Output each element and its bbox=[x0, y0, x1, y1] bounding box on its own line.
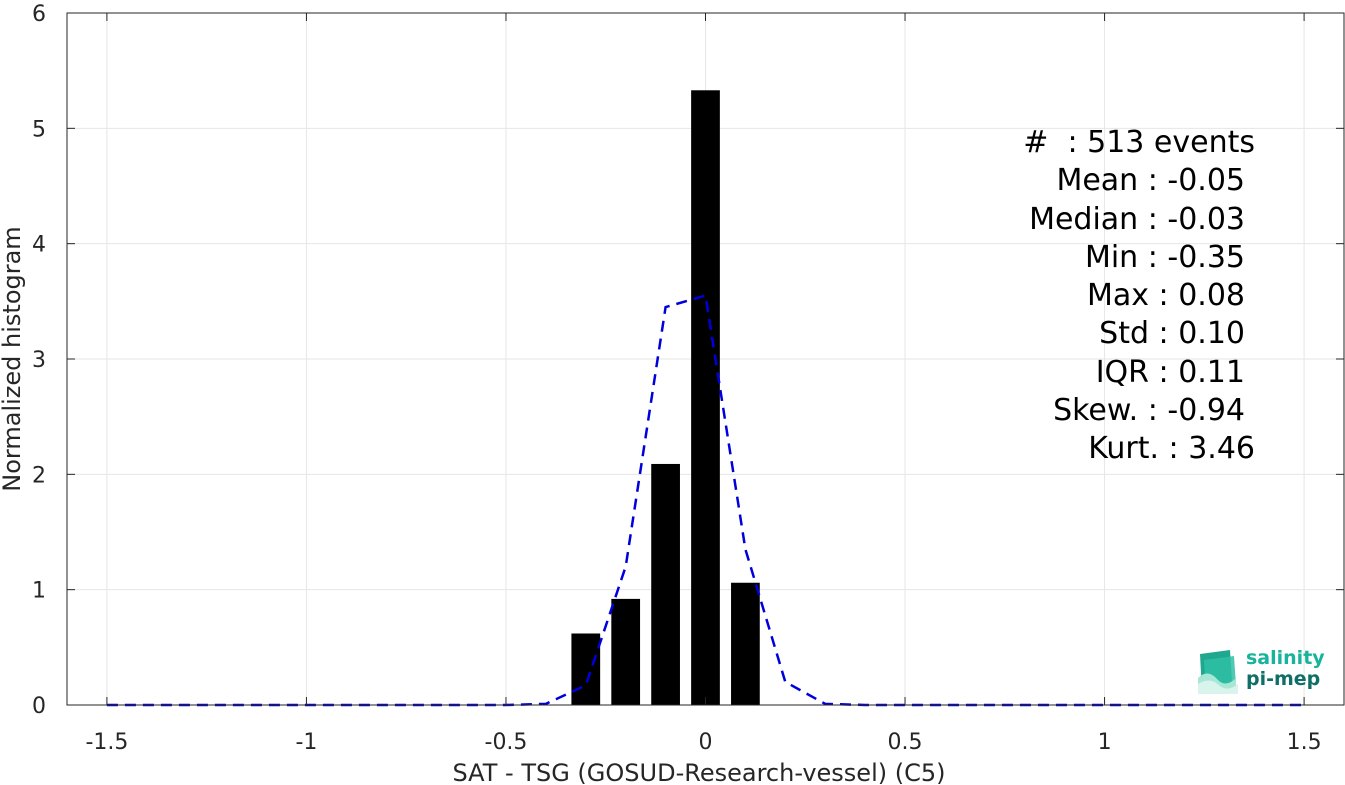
logo-line-pimep: pi-mep bbox=[1246, 668, 1321, 690]
histogram-bars bbox=[571, 90, 760, 706]
y-axis-label: Normalized histogram bbox=[0, 226, 26, 491]
y-tick-label: 0 bbox=[32, 694, 46, 719]
x-tick-label: 1 bbox=[1098, 730, 1112, 755]
histogram-bar bbox=[571, 633, 601, 705]
histogram-bar bbox=[651, 463, 680, 705]
stat-max: Max : 0.08 bbox=[1087, 278, 1245, 314]
x-tick-label: -1.5 bbox=[85, 730, 128, 755]
stat-kurt: Kurt. : 3.46 bbox=[1088, 431, 1255, 467]
x-tick-label: 0.5 bbox=[888, 730, 923, 755]
y-tick-label: 4 bbox=[32, 233, 46, 258]
y-axis-ticks: 0 1 2 3 4 5 6 bbox=[32, 2, 1344, 719]
statistics-box: # : 513 events Mean : -0.05 Median : -0.… bbox=[1023, 124, 1255, 469]
salinity-pimep-logo: salinity pi-mep bbox=[1196, 648, 1326, 694]
stat-mean: Mean : -0.05 bbox=[1056, 163, 1245, 199]
y-tick-label: 3 bbox=[32, 348, 46, 373]
logo-wave-icon bbox=[1198, 650, 1238, 694]
x-tick-label: 1.5 bbox=[1287, 730, 1322, 755]
stat-min: Min : -0.35 bbox=[1084, 239, 1245, 275]
y-tick-label: 6 bbox=[32, 2, 46, 27]
histogram-bar bbox=[691, 90, 720, 706]
logo-line-salinity: salinity bbox=[1246, 647, 1325, 669]
y-tick-label: 5 bbox=[32, 117, 46, 142]
y-tick-label: 1 bbox=[32, 579, 46, 604]
x-tick-label: -0.5 bbox=[485, 730, 528, 755]
stat-skew: Skew. : -0.94 bbox=[1053, 393, 1245, 429]
x-tick-label: -1 bbox=[295, 730, 317, 755]
y-tick-label: 2 bbox=[32, 463, 46, 488]
stat-median: Median : -0.03 bbox=[1029, 201, 1245, 237]
logo-text: salinity pi-mep bbox=[1246, 648, 1325, 690]
x-axis-label: SAT - TSG (GOSUD-Research-vessel) (C5) bbox=[453, 759, 946, 785]
x-axis-ticks: -1.5 -1 -0.5 0 0.5 1 1.5 bbox=[85, 13, 1322, 755]
stat-iqr: IQR : 0.11 bbox=[1095, 354, 1245, 390]
stat-std: Std : 0.10 bbox=[1099, 316, 1245, 352]
histogram-bar bbox=[611, 598, 641, 705]
x-tick-label: 0 bbox=[699, 730, 713, 755]
stat-count: # : 513 events bbox=[1023, 125, 1255, 160]
histogram-bar bbox=[731, 582, 760, 705]
